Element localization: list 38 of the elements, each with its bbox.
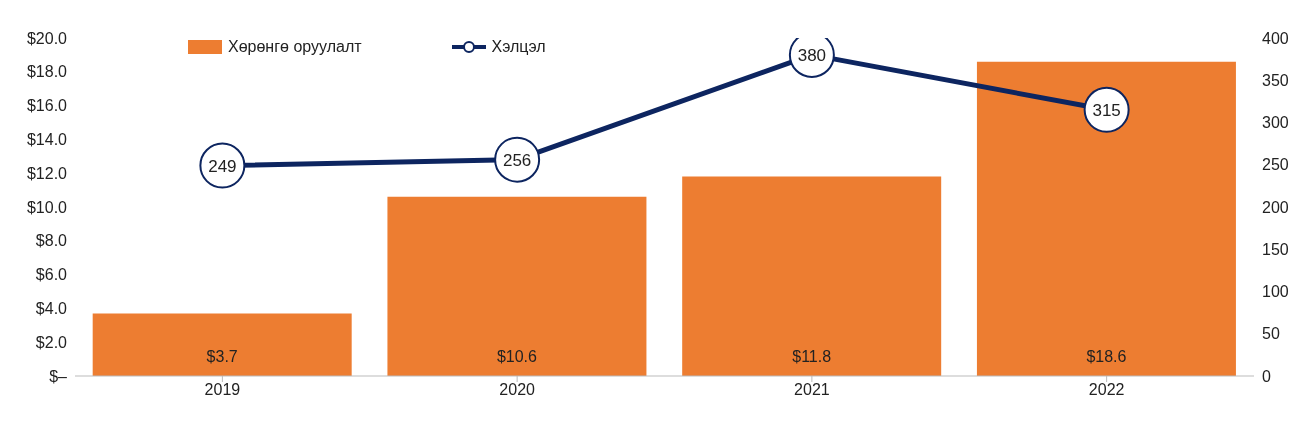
y-tick-label: $20.0 <box>26 29 68 47</box>
y-tick-label: $18.0 <box>26 63 68 81</box>
y-tick-label: $2.0 <box>35 333 68 351</box>
y2-tick-label: 0 <box>1262 367 1271 385</box>
y-tick-label: $10.0 <box>26 198 68 216</box>
data-label: 380 <box>797 45 827 65</box>
y-tick-label: $12.0 <box>26 164 68 182</box>
x-tick-label: 2022 <box>1088 381 1125 399</box>
bar <box>682 176 942 376</box>
data-label: $11.8 <box>792 348 832 365</box>
data-label: $18.6 <box>1086 348 1127 365</box>
y2-tick-label: 300 <box>1262 114 1289 132</box>
data-label: $10.6 <box>496 348 538 365</box>
y-tick-label: $– <box>49 367 68 385</box>
bar <box>387 196 647 376</box>
y2-tick-label: 200 <box>1262 198 1289 216</box>
y2-tick-label: 150 <box>1262 240 1289 258</box>
bar <box>92 313 352 376</box>
y-tick-label: $14.0 <box>26 131 68 149</box>
x-tick-label: 2019 <box>204 381 241 399</box>
legend-label: Хөрөнгө оруулалт <box>228 38 362 56</box>
y-tick-label: $6.0 <box>35 266 68 284</box>
legend-label: Хэлцэл <box>491 38 546 56</box>
y-tick-label: $16.0 <box>26 97 68 115</box>
y2-tick-label: 50 <box>1262 325 1280 343</box>
y2-tick-label: 350 <box>1262 71 1289 89</box>
data-label: 315 <box>1092 100 1121 120</box>
y2-tick-label: 400 <box>1262 29 1289 47</box>
y-tick-label: $8.0 <box>35 232 68 250</box>
y-tick-label: $4.0 <box>35 300 68 318</box>
x-tick-label: 2021 <box>794 381 830 399</box>
x-tick-label: 2020 <box>499 381 536 399</box>
y2-tick-label: 250 <box>1262 156 1289 174</box>
data-label: 256 <box>502 150 532 170</box>
data-label: 249 <box>208 156 237 176</box>
data-label: $3.7 <box>206 348 238 365</box>
bar <box>976 61 1236 376</box>
y2-tick-label: 100 <box>1262 283 1289 301</box>
